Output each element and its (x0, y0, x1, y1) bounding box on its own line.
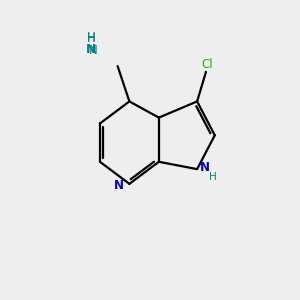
Text: N: N (86, 44, 96, 56)
Text: H: H (209, 172, 217, 182)
Text: N: N (200, 161, 209, 174)
Text: H: H (87, 31, 95, 44)
Text: H: H (87, 32, 95, 46)
Text: N: N (89, 44, 98, 57)
Text: N: N (114, 179, 124, 192)
Text: Cl: Cl (202, 58, 213, 71)
